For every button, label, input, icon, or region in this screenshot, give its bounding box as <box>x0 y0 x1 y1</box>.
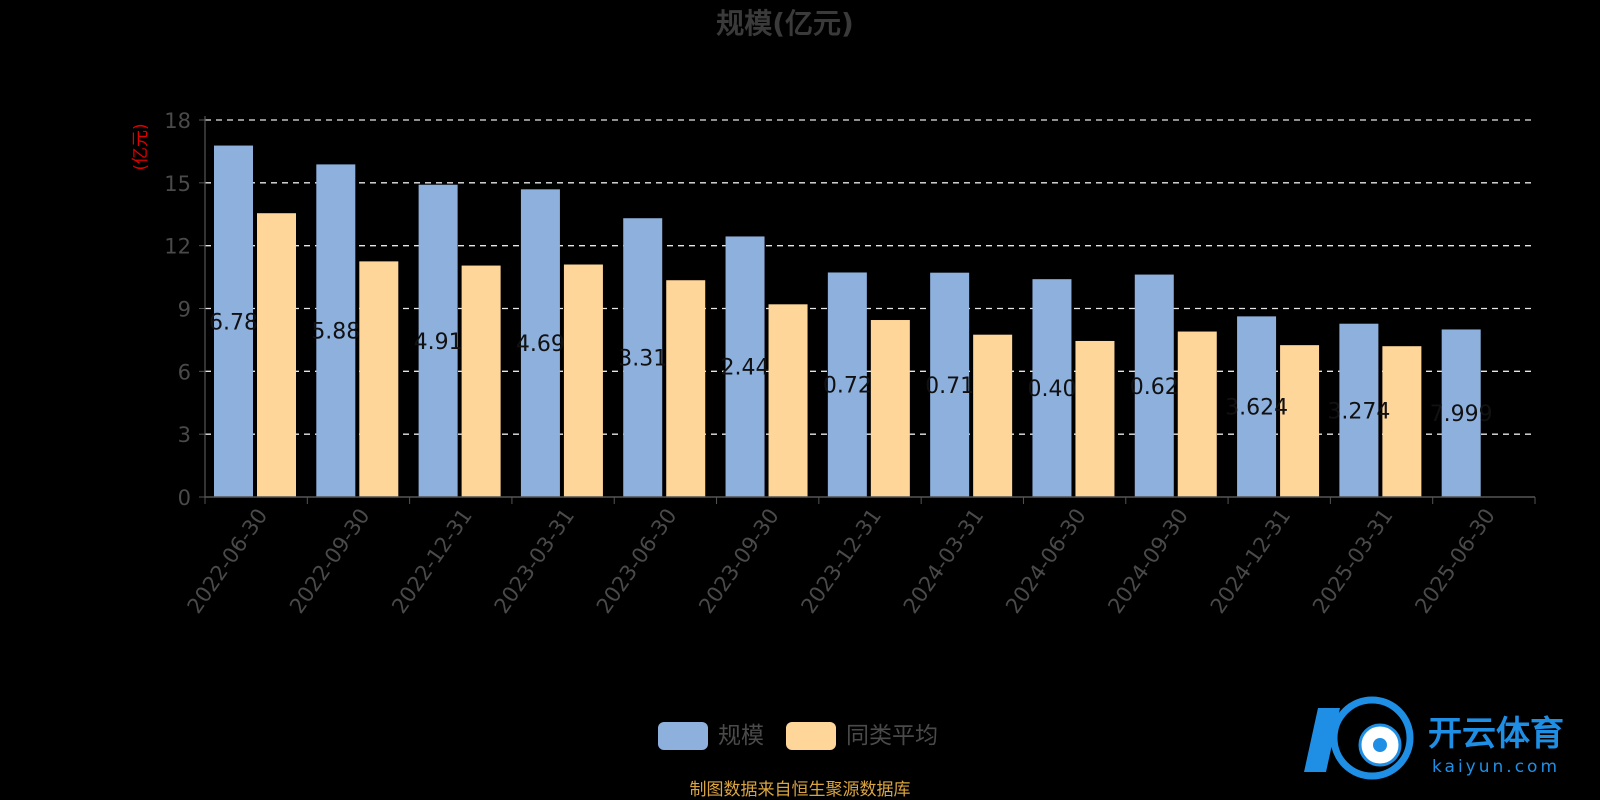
y-axis-ticks: 0 3 6 9 12 15 18 <box>164 109 205 510</box>
bar-peer-average[interactable] <box>1280 345 1320 497</box>
data-label: 2.44 <box>721 356 770 381</box>
y-tick-label: 18 <box>164 109 191 133</box>
bar-scale[interactable] <box>1339 323 1379 497</box>
y-tick-label: 9 <box>178 298 191 322</box>
bar-peer-average[interactable] <box>1382 346 1422 497</box>
bar-peer-average[interactable] <box>870 320 910 497</box>
watermark-main-text: 开云体育 <box>1428 714 1564 754</box>
y-tick-label: 3 <box>178 423 191 447</box>
ball-icon <box>1304 696 1414 780</box>
bar-scale[interactable] <box>623 218 663 498</box>
bar-scale[interactable] <box>725 236 765 497</box>
bar-scale[interactable] <box>214 145 253 497</box>
x-tick-label: 2023-06-30 <box>592 504 682 618</box>
bars <box>214 145 1481 498</box>
bar-peer-average[interactable] <box>563 264 603 497</box>
watermark-logo: 开云体育 kaiyun.com <box>1304 696 1564 780</box>
y-tick-label: 12 <box>164 235 191 259</box>
bar-scale[interactable] <box>1237 316 1277 497</box>
data-label: 4.69 <box>516 332 565 357</box>
bar-scale[interactable] <box>316 164 356 497</box>
legend-item-scale[interactable]: 规模 <box>658 722 764 750</box>
x-tick-label: 2022-12-31 <box>387 504 477 618</box>
bar-scale[interactable] <box>930 272 970 497</box>
x-tick-label: 2024-06-30 <box>1001 504 1091 618</box>
x-tick-label: 2025-06-30 <box>1410 504 1500 618</box>
x-tick-label: 2022-06-30 <box>183 504 273 618</box>
y-tick-label: 15 <box>164 172 191 196</box>
data-label: 5.88 <box>311 320 360 345</box>
bar-peer-average[interactable] <box>1075 340 1115 497</box>
bar-scale[interactable] <box>827 272 867 497</box>
x-axis-ticks: 2022-06-30 2022-09-30 2022-12-31 2023-03-31… <box>183 497 1536 618</box>
watermark-sub-text: kaiyun.com <box>1432 757 1560 777</box>
bar-scale[interactable] <box>1441 329 1481 497</box>
legend-item-peer-average[interactable]: 同类平均 <box>786 722 938 750</box>
data-label: 7.999 <box>1430 402 1493 427</box>
x-tick-label: 2025-03-31 <box>1308 504 1398 618</box>
bar-peer-average[interactable] <box>666 280 706 497</box>
x-tick-label: 2024-12-31 <box>1206 504 1296 618</box>
bar-peer-average[interactable] <box>359 261 399 497</box>
bar-scale[interactable] <box>520 189 560 497</box>
bar-scale[interactable] <box>1032 279 1072 497</box>
x-tick-label: 2023-09-30 <box>694 504 784 618</box>
data-label: 3.31 <box>618 347 667 372</box>
x-axis <box>204 116 1535 498</box>
legend-swatch-scale <box>658 722 708 750</box>
data-label: 3.274 <box>1327 399 1390 424</box>
y-axis-unit: (亿元) <box>131 123 151 170</box>
data-label: 4.91 <box>414 330 463 355</box>
x-tick-label: 2024-03-31 <box>899 504 989 618</box>
bar-peer-average[interactable] <box>1177 331 1217 497</box>
data-label: 0.40 <box>1027 377 1076 402</box>
y-tick-label: 6 <box>178 360 191 384</box>
data-label: 0.72 <box>823 374 872 399</box>
x-tick-label: 2023-03-31 <box>490 504 580 618</box>
legend: 规模 同类平均 <box>658 722 938 750</box>
chart-title: 规模(亿元) <box>716 7 854 40</box>
x-tick-label: 2022-09-30 <box>285 504 375 618</box>
y-tick-label: 0 <box>178 486 191 510</box>
legend-swatch-peer-average <box>786 722 836 750</box>
legend-label-scale: 规模 <box>718 723 764 749</box>
bar-peer-average[interactable] <box>257 213 296 498</box>
bar-scale[interactable] <box>418 184 458 498</box>
legend-label-peer-average: 同类平均 <box>846 723 938 749</box>
data-label: 3.624 <box>1225 396 1288 421</box>
bar-peer-average[interactable] <box>973 334 1013 497</box>
x-tick-label: 2024-09-30 <box>1103 504 1193 618</box>
bar-scale[interactable] <box>1134 274 1174 497</box>
bar-peer-average[interactable] <box>768 304 808 497</box>
source-note: 制图数据来自恒生聚源数据库 <box>690 780 911 800</box>
data-labels: 6.78 5.88 4.91 4.69 3.31 2.44 0.72 0.71 0.40 0.62… <box>209 310 1493 427</box>
x-tick-label: 2023-12-31 <box>796 504 886 618</box>
data-label: 6.78 <box>209 310 258 335</box>
data-label: 0.62 <box>1130 375 1179 400</box>
bar-peer-average[interactable] <box>461 265 501 497</box>
data-label: 0.71 <box>925 374 974 399</box>
